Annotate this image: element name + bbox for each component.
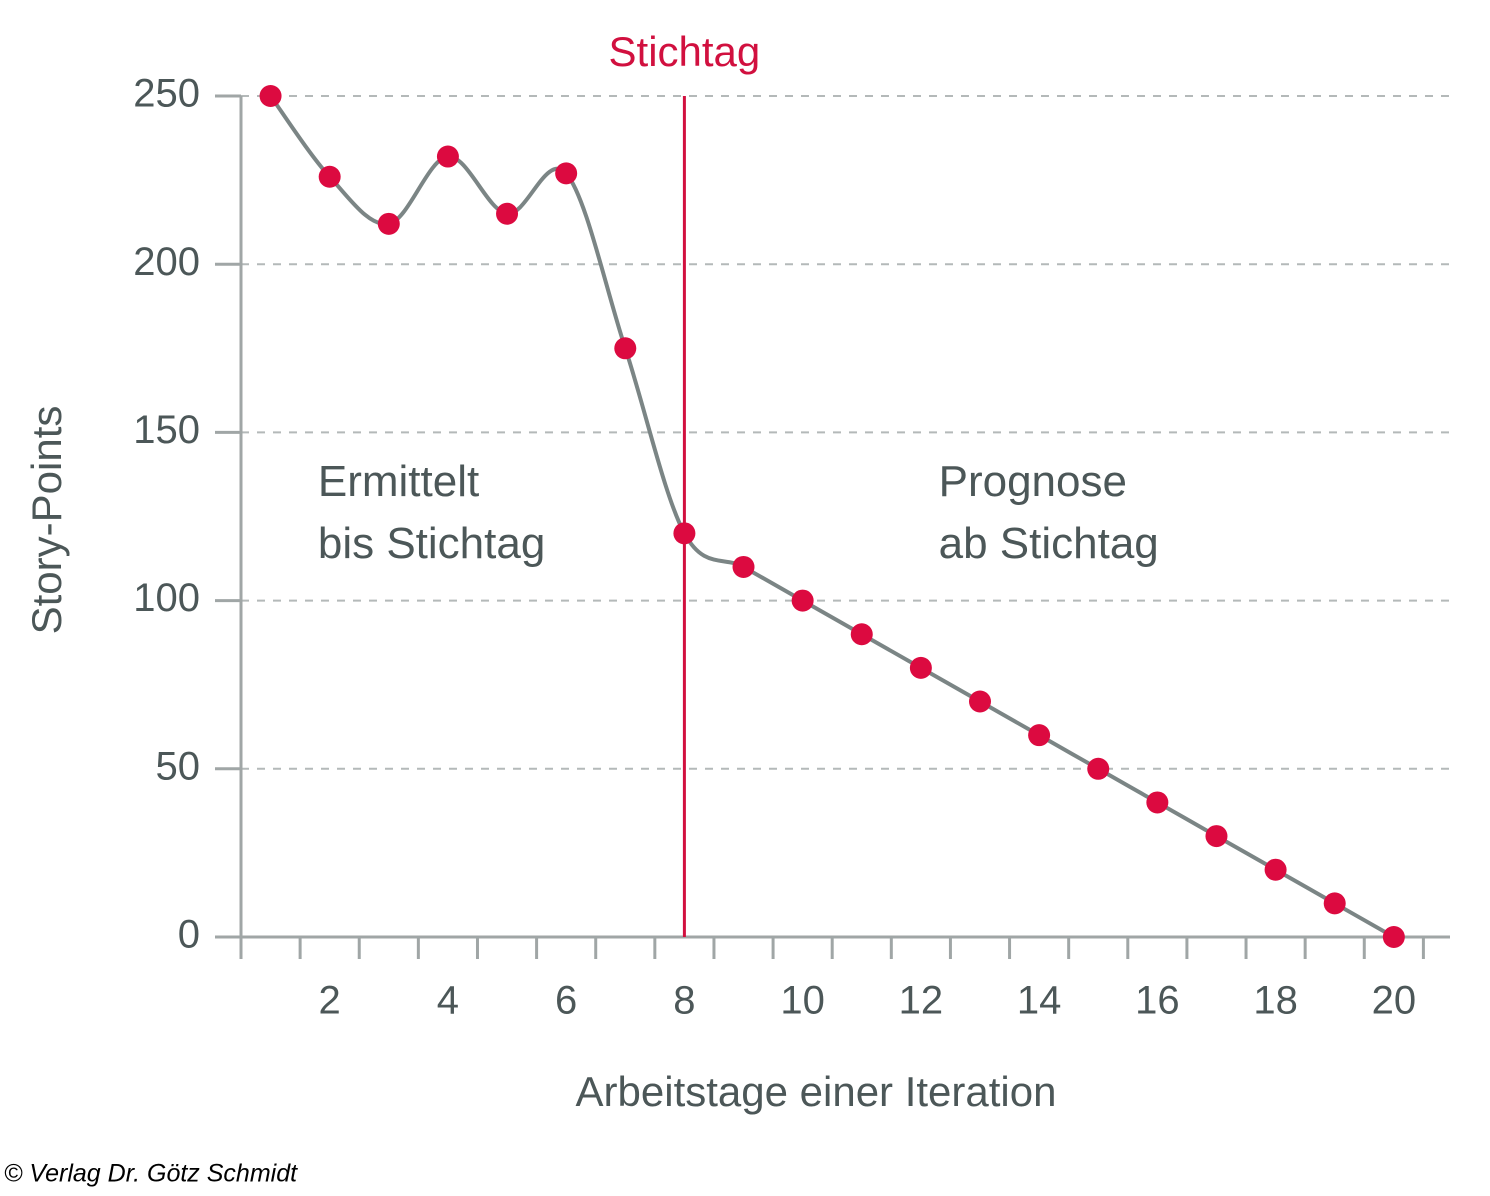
region-label: bis Stichtag [318, 519, 545, 568]
data-point [377, 212, 400, 235]
data-point [673, 522, 696, 545]
x-tick-label: 10 [780, 979, 825, 1023]
x-tick-label: 2 [319, 979, 341, 1023]
data-point [1087, 757, 1110, 780]
data-point [259, 85, 282, 107]
x-tick-label: 4 [437, 979, 459, 1023]
series-line [268, 94, 1395, 939]
x-tick-label: 12 [899, 979, 944, 1023]
x-tick-label: 20 [1372, 979, 1417, 1023]
y-tick-label: 100 [133, 576, 200, 620]
y-tick-label: 0 [178, 913, 200, 957]
y-tick-label: 250 [133, 72, 200, 116]
data-point [732, 555, 755, 578]
stichtag-label: Stichtag [609, 28, 761, 75]
x-axis-title: Arbeitstage einer Iteration [576, 1068, 1057, 1115]
y-tick-label: 150 [133, 408, 200, 452]
data-point [1028, 724, 1051, 747]
y-tick-label: 200 [133, 240, 200, 284]
data-point [436, 145, 459, 168]
y-axis-title: Story-Points [23, 406, 70, 635]
data-point [909, 656, 932, 679]
data-point [791, 589, 814, 612]
data-point [318, 165, 341, 188]
y-tick-label: 50 [156, 744, 201, 788]
copyright: © Verlag Dr. Götz Schmidt [4, 1160, 298, 1188]
x-tick-label: 18 [1253, 979, 1298, 1023]
data-point [968, 690, 991, 713]
x-tick-label: 14 [1017, 979, 1062, 1023]
data-point [614, 337, 637, 360]
data-point [555, 162, 578, 185]
data-point [1323, 892, 1346, 915]
data-point [1382, 926, 1405, 948]
x-tick-label: 8 [673, 979, 695, 1023]
x-tick-label: 6 [555, 979, 577, 1023]
data-point [1146, 791, 1169, 814]
x-tick-label: 16 [1135, 979, 1180, 1023]
region-label: ab Stichtag [939, 519, 1159, 568]
data-point [1264, 858, 1287, 881]
data-point [1205, 825, 1228, 848]
region-label: Ermittelt [318, 457, 479, 506]
data-point [496, 202, 519, 225]
data-point [850, 623, 873, 646]
region-label: Prognose [939, 457, 1127, 506]
